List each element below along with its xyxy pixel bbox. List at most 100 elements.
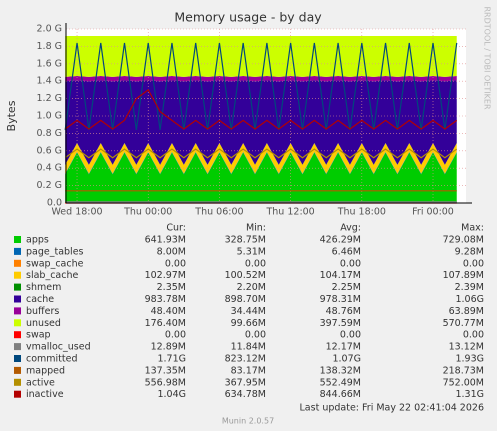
legend-stat: 983.78M <box>145 294 186 305</box>
legend-swatch <box>14 343 21 351</box>
y-tick-label: 0.4 G <box>37 163 63 174</box>
legend-stat: 12.89M <box>151 342 186 353</box>
x-tick-label: Thu 18:00 <box>337 207 386 218</box>
line <box>64 42 458 131</box>
legend-stat: 556.98M <box>145 377 186 388</box>
area <box>65 35 457 77</box>
legend-stat: 0.00 <box>165 330 186 341</box>
legend-header: Avg: <box>340 223 361 234</box>
legend-stat: 1.06G <box>455 294 484 305</box>
legend-stat: 823.12M <box>225 354 266 365</box>
legend-stat: 367.95M <box>225 377 266 388</box>
legend-label: shmem <box>26 282 61 293</box>
legend-stat: 48.40M <box>151 306 186 317</box>
y-tick-label: 0.8 G <box>37 128 63 139</box>
area <box>65 80 457 165</box>
legend-swatch <box>14 331 21 339</box>
legend-stat: 2.39M <box>455 282 484 293</box>
legend-stat: 2.35M <box>157 282 186 293</box>
line <box>64 148 458 159</box>
legend-label: inactive <box>26 389 64 400</box>
legend-stat: 137.35M <box>145 365 186 376</box>
legend-swatch <box>14 319 21 327</box>
series-layer <box>65 35 457 203</box>
legend-stat: 11.84M <box>231 342 266 353</box>
legend-stat: 12.17M <box>326 342 361 353</box>
legend-swatch <box>14 378 21 386</box>
legend-header: Max: <box>461 223 484 234</box>
legend-stat: 641.93M <box>145 235 186 246</box>
legend-label: buffers <box>26 306 59 317</box>
legend-label: cache <box>26 294 54 305</box>
legend-stat: 13.12M <box>449 342 484 353</box>
legend-stat: 8.00M <box>157 246 186 257</box>
last-update: Last update: Fri May 22 02:41:04 2026 <box>300 403 484 414</box>
legend-stat: 104.17M <box>320 270 361 281</box>
legend-label: active <box>26 377 55 388</box>
legend-stat: 0.00 <box>340 258 361 269</box>
legend-stat: 844.66M <box>320 389 361 400</box>
legend-stat: 426.29M <box>320 235 361 246</box>
legend-stat: 2.20M <box>237 282 266 293</box>
legend-header: Min: <box>246 223 266 234</box>
legend-label: swap_cache <box>26 258 84 269</box>
legend-stat: 9.28M <box>455 246 484 257</box>
legend-header: Cur: <box>166 223 186 234</box>
legend-label: apps <box>26 235 49 246</box>
legend-stat: 34.44M <box>231 306 266 317</box>
legend-swatch <box>14 307 21 315</box>
line <box>64 89 458 130</box>
legend-stat: 0.00 <box>463 330 484 341</box>
legend-stat: 100.52M <box>225 270 266 281</box>
y-tick-label: 1.8 G <box>37 41 63 52</box>
legend-stat: 729.08M <box>443 235 484 246</box>
legend-stat: 2.25M <box>332 282 361 293</box>
y-tick-label: 1.2 G <box>37 93 63 104</box>
legend-stat: 6.46M <box>332 246 361 257</box>
y-tick-label: 1.6 G <box>37 58 63 69</box>
legend-stat: 1.31G <box>455 389 484 400</box>
area <box>65 151 457 175</box>
legend-swatch <box>14 236 21 243</box>
x-tick-label: Fri 00:00 <box>412 207 454 218</box>
legend-stat: 978.31M <box>320 294 361 305</box>
legend-swatch <box>14 295 21 303</box>
legend-stat: 138.32M <box>320 365 361 376</box>
legend-label: committed <box>26 354 78 365</box>
legend-stat: 0.00 <box>165 258 186 269</box>
x-tick-label: Thu 06:00 <box>194 207 243 218</box>
legend-stat: 1.71G <box>157 354 186 365</box>
legend-stat: 99.66M <box>231 318 266 329</box>
legend-stat: 0.00 <box>245 258 266 269</box>
legend-stat: 752.00M <box>443 377 484 388</box>
y-axis-label: Bytes <box>5 100 18 131</box>
x-tick-label: Thu 00:00 <box>123 207 172 218</box>
legend-stat: 552.49M <box>320 377 361 388</box>
chart-title: Memory usage - by day <box>174 10 322 25</box>
legend-stat: 176.40M <box>145 318 186 329</box>
y-tick-label: 0.2 G <box>37 180 63 191</box>
legend-stat: 5.31M <box>237 246 266 257</box>
legend-swatch <box>14 355 21 362</box>
area <box>65 75 457 82</box>
legend-stat: 0.00 <box>463 258 484 269</box>
legend-swatch <box>14 259 21 267</box>
legend-swatch <box>14 366 21 374</box>
x-tick-label: Thu 12:00 <box>265 207 314 218</box>
legend-stat: 0.00 <box>245 330 266 341</box>
legend-swatch <box>14 271 21 279</box>
footer: Munin 2.0.57 <box>222 417 274 426</box>
legend-stat: 898.70M <box>225 294 266 305</box>
legend-label: unused <box>26 318 61 329</box>
legend-label: slab_cache <box>26 270 78 281</box>
legend-stat: 634.78M <box>225 389 266 400</box>
legend-stat: 1.04G <box>157 389 186 400</box>
legend-swatch <box>14 247 21 255</box>
legend-stat: 0.00 <box>340 330 361 341</box>
legend-swatch <box>14 390 21 398</box>
y-tick-label: 0.0 <box>47 198 62 209</box>
legend-stat: 570.77M <box>443 318 484 329</box>
legend-swatch <box>14 283 21 291</box>
